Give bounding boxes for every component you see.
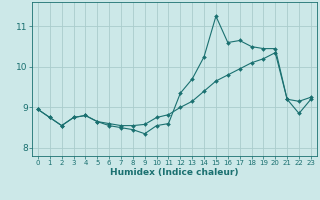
X-axis label: Humidex (Indice chaleur): Humidex (Indice chaleur) <box>110 168 239 177</box>
